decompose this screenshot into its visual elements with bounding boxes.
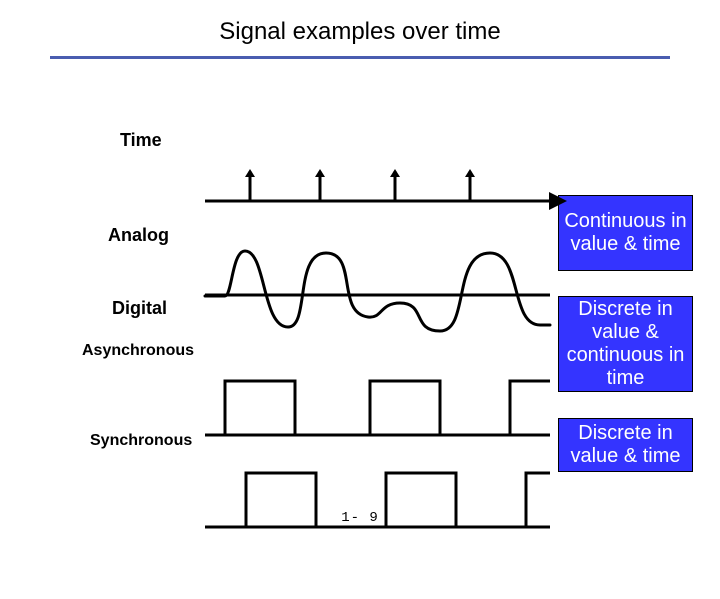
slide-number: 1- 9 [0, 510, 720, 526]
slide-title: Signal examples over time [0, 0, 720, 56]
